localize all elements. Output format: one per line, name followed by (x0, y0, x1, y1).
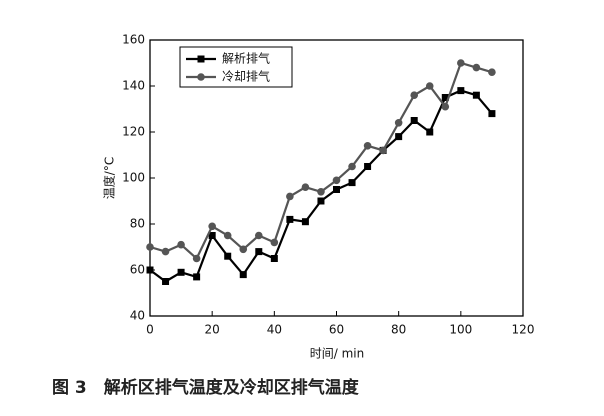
marker (270, 238, 279, 247)
y-tick-label: 40 (130, 309, 145, 323)
x-tick-label: 100 (449, 323, 472, 337)
marker (270, 255, 278, 262)
marker (224, 252, 232, 260)
marker (425, 82, 434, 90)
marker (364, 163, 372, 170)
marker (348, 162, 356, 171)
x-axis-label: 时间/ min (310, 347, 365, 361)
marker (161, 247, 170, 256)
marker (332, 176, 341, 185)
marker (239, 271, 247, 279)
marker (197, 73, 205, 81)
marker (192, 254, 201, 263)
marker (410, 91, 419, 99)
marker (223, 231, 232, 240)
y-tick-label: 160 (122, 33, 145, 47)
marker (441, 102, 450, 111)
marker (197, 55, 205, 63)
series-line (149, 61, 493, 261)
marker (193, 273, 201, 281)
marker (394, 119, 403, 127)
marker (488, 68, 496, 76)
marker (301, 183, 310, 191)
marker (317, 188, 325, 196)
marker (208, 222, 216, 231)
y-tick-label: 60 (130, 263, 145, 277)
marker (146, 243, 154, 251)
x-tick-label: 20 (205, 323, 220, 337)
marker (488, 110, 496, 118)
marker (457, 87, 465, 95)
marker (472, 63, 481, 72)
marker (286, 192, 294, 201)
marker (239, 245, 248, 254)
legend-label: 解析排气 (222, 51, 270, 66)
y-tick-label: 80 (130, 217, 145, 231)
marker (410, 117, 418, 124)
x-tick-label: 0 (146, 323, 154, 337)
marker (457, 59, 465, 67)
marker (301, 218, 309, 226)
y-axis-label: 温度/°C (102, 157, 117, 199)
marker (472, 91, 480, 99)
marker (177, 240, 185, 249)
x-tick-label: 120 (512, 323, 535, 337)
marker (208, 232, 216, 239)
x-tick-label: 60 (329, 323, 344, 337)
marker (162, 278, 170, 285)
marker (363, 142, 372, 150)
marker (379, 146, 387, 155)
y-tick-label: 140 (122, 79, 145, 93)
series-line (149, 89, 493, 283)
marker (395, 133, 403, 141)
y-tick-label: 120 (122, 125, 145, 139)
x-tick-label: 40 (267, 323, 282, 337)
marker (441, 94, 449, 101)
marker (177, 268, 185, 276)
legend-label: 冷却排气 (222, 69, 270, 84)
marker (426, 128, 434, 136)
marker (255, 248, 263, 256)
legend-box (179, 46, 293, 88)
x-tick-label: 80 (391, 323, 406, 337)
marker (286, 215, 294, 223)
marker (146, 266, 154, 274)
marker (348, 179, 356, 187)
marker (317, 197, 325, 205)
figure-caption: 图 3 解析区排气温度及冷却区排气温度 (52, 377, 360, 398)
marker (333, 186, 340, 193)
y-tick-label: 100 (122, 171, 145, 185)
marker (254, 231, 263, 240)
